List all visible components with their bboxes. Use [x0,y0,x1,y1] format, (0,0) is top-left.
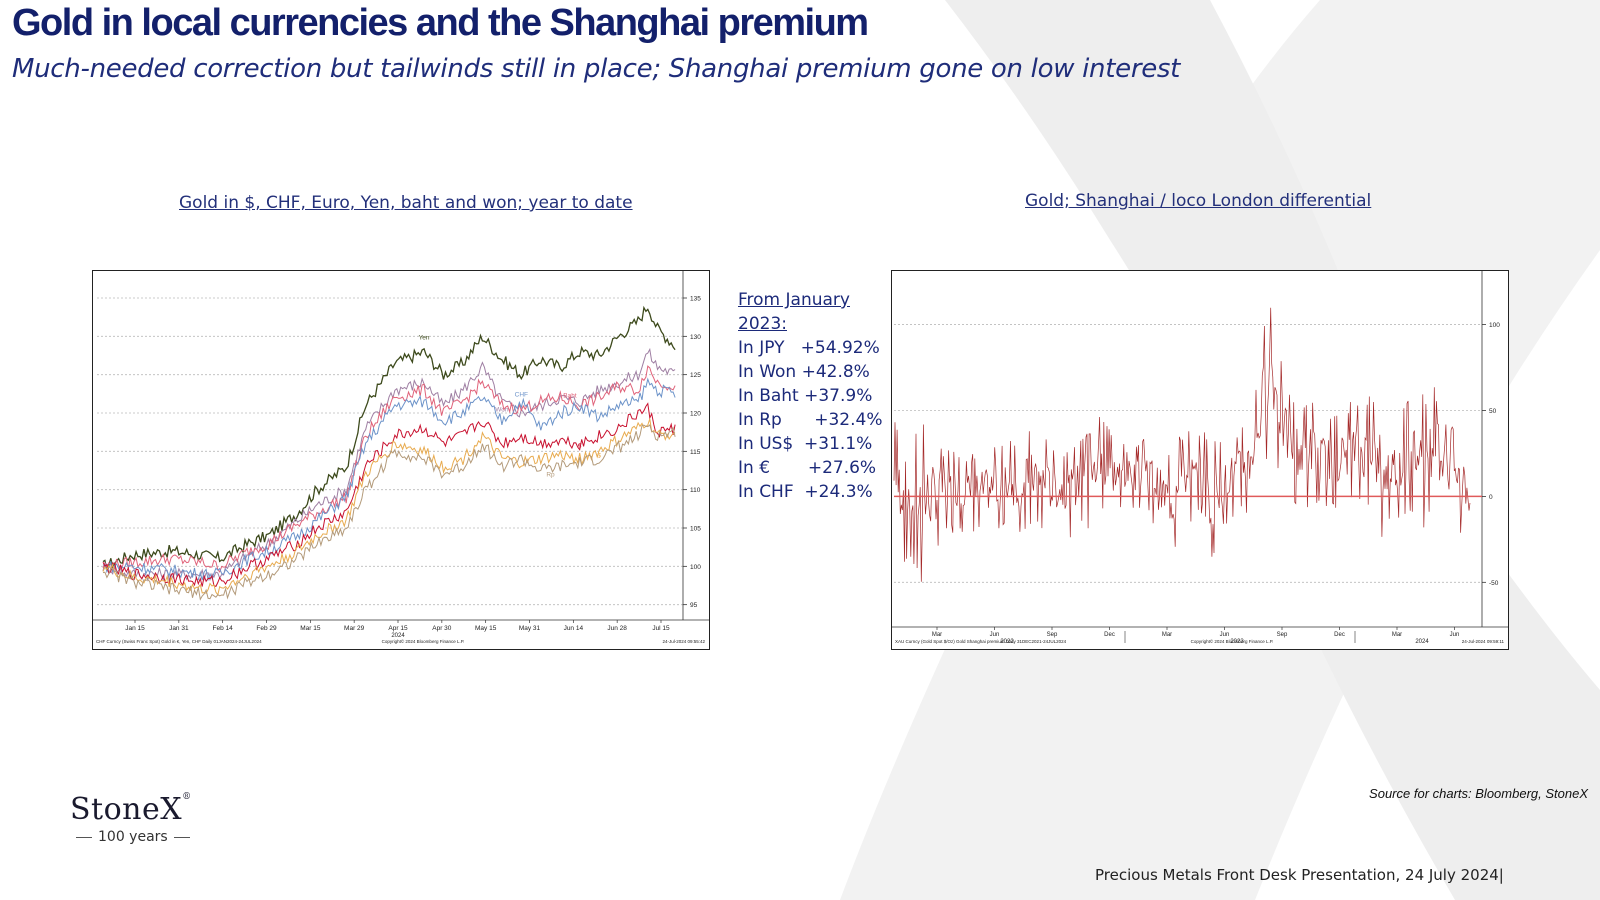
x-tick-label: Jan 31 [169,625,189,632]
chart-footer-left: CHF Curncy (Swiss Franc Spot) Gold in €,… [96,639,262,644]
y-tick-label: 120 [690,411,701,418]
footer-text: Precious Metals Front Desk Presentation,… [1095,866,1504,884]
x-tick-label: Jun [1220,632,1230,638]
x-tick-label: Feb 14 [213,625,234,632]
x-tick-label: May 31 [519,625,541,632]
logo-name: StoneX [70,792,183,827]
chart-footer-right: 24-Jul-2024 09:55:42 [662,639,705,644]
y-tick-label: 100 [690,564,701,571]
y-tick-label: 100 [1489,322,1500,329]
chart-shanghai-premium: 100 50 0 -50 Mar Jun Sep Dec Mar Jun Sep Dec Mar Jun 2… [891,270,1509,650]
series-label: $ [597,452,601,459]
x-tick-label: Sep [1277,632,1288,638]
y-tick-label: 0 [1489,494,1493,501]
y-tick-label: 130 [690,334,701,341]
x-tick-label: Apr 30 [432,625,452,632]
x-tick-label: May 15 [475,625,497,632]
y-tick-label: 95 [690,602,698,609]
x-tick-label: Dec [1334,632,1345,638]
performance-row: In US$ +31.1% [738,434,873,454]
series-line-won [102,347,676,582]
logo-years: 100 years [98,829,168,845]
y-tick-label: 125 [690,372,701,379]
y-tick-label: 115 [690,449,701,456]
y-tick-label: 50 [1489,408,1497,415]
x-tick-label: Mar [932,632,942,638]
chart-footer-center: Copyright© 2024 Bloomberg Finance L.P. [382,638,465,644]
logo-dash-left [76,836,92,838]
series-label: Rp [546,472,555,479]
x-tick-label: Mar 15 [300,625,321,632]
x-year-label: 2023 [1230,639,1244,645]
series-line-euro [102,402,676,588]
performance-heading: From January [738,290,850,310]
series-line-premium [893,307,1471,582]
stonex-logo: StoneX® 100 years [70,792,196,845]
logo-dash-right [173,836,190,838]
performance-row: In Won +42.8% [738,362,870,382]
source-note: Source for charts: Bloomberg, StoneX [1369,786,1588,801]
performance-row: In Rp +32.4% [738,410,883,430]
chart-footer-center: Copyright© 2024 Bloomberg Finance L.P. [1191,638,1274,644]
x-tick-label: Dec [1104,632,1115,638]
performance-row: In Baht +37.9% [738,386,873,406]
series-label: Yen [419,335,430,342]
series-line-yen [102,305,676,573]
series-label: CHF [515,392,528,399]
x-tick-label: Jul 15 [652,625,670,632]
chart-gold-currencies: 95 100 105 110 115 120 125 130 135 Jan 15 Jan 31 Fe… [92,270,710,650]
chart-title-shanghai: Gold; Shanghai / loco London differentia… [1025,191,1372,211]
performance-row: In CHF +24.3% [738,482,873,502]
chart-footer-right: 24-Jul-2024 09:59:11 [1462,639,1505,644]
y-tick-label: 110 [690,487,701,494]
slide-subtitle: Much-needed correction but tailwinds sti… [12,54,1181,84]
chart-footer-left: XAU Curncy (Gold Spot $/Oz) Gold Shangha… [895,639,1067,644]
x-tick-label: Jun [990,632,1000,638]
x-tick-label: Sep [1047,632,1058,638]
x-tick-label: Jun 14 [564,625,584,632]
x-tick-label: Jun 28 [607,625,627,632]
x-tick-label: Feb 29 [256,625,277,632]
x-tick-label: Apr 15 [388,625,408,632]
chart-gold-currencies-svg: 95 100 105 110 115 120 125 130 135 Jan 15 Jan 31 Fe… [93,271,709,644]
series-label: Baht [563,393,577,400]
x-tick-label: Mar [1392,632,1402,638]
series-label: € [578,443,582,450]
performance-block: From January 2023: In JPY +54.92% In Won… [738,288,882,504]
performance-heading-year: 2023: [738,314,787,334]
slide-title: Gold in local currencies and the Shangha… [12,2,869,44]
performance-row: In JPY +54.92% [738,338,880,358]
chart-title-currencies: Gold in $, CHF, Euro, Yen, baht and won;… [179,193,633,213]
x-year-label: 2024 [1415,639,1429,645]
x-year-label: 2022 [1000,639,1014,645]
series-label: Won [495,407,509,414]
y-tick-label: 135 [690,296,701,303]
series-line-rp [102,424,676,601]
y-tick-label: -50 [1489,580,1499,587]
x-tick-label: Mar 29 [344,625,365,632]
x-tick-label: Mar [1162,632,1172,638]
y-tick-label: 105 [690,526,701,533]
x-year-label: 2024 [391,633,405,639]
x-tick-label: Jun [1450,632,1460,638]
x-tick-label: Jan 15 [125,625,145,632]
series-line-usd [102,418,676,597]
series-line-chf [102,377,676,582]
logo-registered-mark: ® [182,792,192,802]
performance-row: In € +27.6% [738,458,877,478]
